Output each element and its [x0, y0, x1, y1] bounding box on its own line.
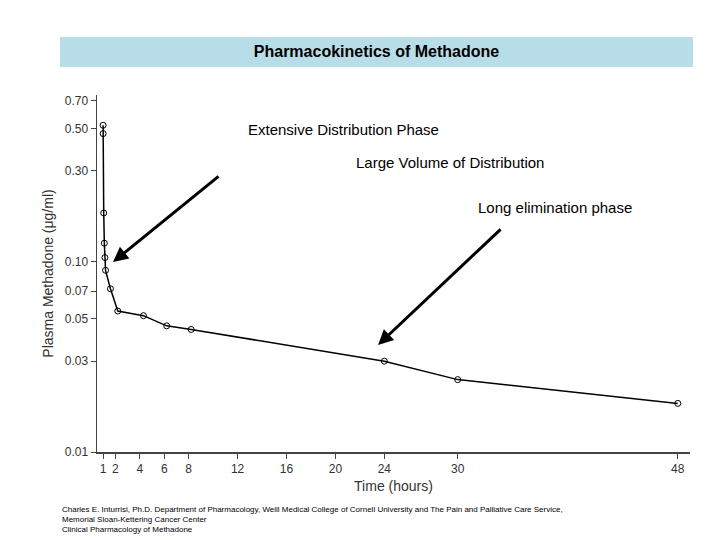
svg-text:Large Volume of Distribution: Large Volume of Distribution: [356, 154, 544, 171]
svg-text:4: 4: [136, 462, 143, 476]
svg-text:Plasma Methadone (μg/ml): Plasma Methadone (μg/ml): [40, 189, 56, 357]
html-text:Charles E. Inturrisi, Ph.D. De: Charles E. Inturrisi, Ph.D. Department o…: [62, 505, 563, 514]
svg-text:0.30: 0.30: [65, 164, 89, 178]
svg-text:12: 12: [231, 462, 245, 476]
svg-text:0.01: 0.01: [65, 445, 89, 459]
svg-text:0.03: 0.03: [65, 354, 89, 368]
svg-text:2: 2: [112, 462, 119, 476]
svg-text:0.10: 0.10: [65, 255, 89, 269]
svg-text:16: 16: [280, 462, 294, 476]
svg-text:1: 1: [100, 462, 107, 476]
svg-text:0.07: 0.07: [65, 284, 89, 298]
svg-text:20: 20: [329, 462, 343, 476]
svg-text:0.70: 0.70: [65, 94, 89, 108]
html-text:Pharmacokinetics of Methadone: Pharmacokinetics of Methadone: [253, 43, 500, 60]
svg-text:6: 6: [161, 462, 168, 476]
svg-text:Time (hours): Time (hours): [354, 478, 433, 494]
svg-text:8: 8: [185, 462, 192, 476]
svg-text:0.05: 0.05: [65, 312, 89, 326]
html-text:Clinical Pharmacology of Metha: Clinical Pharmacology of Methadone: [62, 525, 193, 534]
svg-text:48: 48: [671, 462, 685, 476]
svg-text:0.50: 0.50: [65, 122, 89, 136]
svg-text:30: 30: [451, 462, 465, 476]
svg-text:24: 24: [378, 462, 392, 476]
svg-text:Long elimination phase: Long elimination phase: [478, 199, 632, 216]
svg-text:Extensive Distribution Phase: Extensive Distribution Phase: [248, 121, 439, 138]
html-text:Memorial Sloan-Kettering Cance: Memorial Sloan-Kettering Cancer Center: [62, 515, 207, 524]
